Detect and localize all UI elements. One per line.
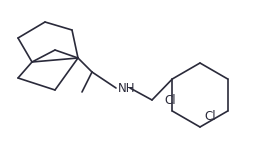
- Text: Cl: Cl: [204, 110, 216, 123]
- Text: NH: NH: [118, 82, 135, 95]
- Text: Cl: Cl: [164, 94, 176, 107]
